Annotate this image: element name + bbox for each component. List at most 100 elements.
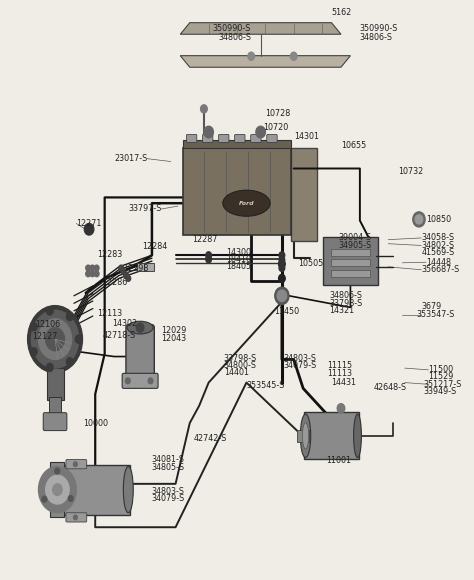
Circle shape	[279, 264, 285, 271]
FancyBboxPatch shape	[331, 249, 370, 256]
Text: 5162: 5162	[331, 8, 352, 17]
Circle shape	[38, 466, 76, 513]
FancyBboxPatch shape	[126, 325, 155, 380]
Circle shape	[46, 328, 64, 351]
FancyBboxPatch shape	[43, 412, 67, 430]
Circle shape	[30, 347, 37, 356]
Circle shape	[126, 276, 131, 281]
Text: 10000: 10000	[83, 419, 109, 427]
Ellipse shape	[127, 321, 153, 334]
Circle shape	[46, 475, 69, 504]
Text: 11450: 11450	[274, 307, 299, 317]
Text: 34806-S: 34806-S	[360, 32, 393, 42]
Polygon shape	[180, 56, 350, 67]
FancyBboxPatch shape	[122, 374, 158, 389]
Polygon shape	[180, 23, 341, 34]
FancyBboxPatch shape	[298, 430, 309, 441]
Circle shape	[279, 256, 285, 263]
Circle shape	[206, 256, 211, 263]
Text: 34905-S: 34905-S	[338, 241, 372, 250]
Circle shape	[73, 515, 77, 520]
FancyBboxPatch shape	[182, 140, 292, 148]
Text: 10720: 10720	[263, 124, 288, 132]
FancyBboxPatch shape	[331, 270, 370, 277]
Text: 356687-S: 356687-S	[421, 265, 460, 274]
Circle shape	[279, 252, 285, 259]
Text: 18405: 18405	[227, 262, 252, 271]
Circle shape	[248, 52, 255, 60]
Text: 10850: 10850	[426, 215, 451, 224]
Text: 10732: 10732	[398, 167, 423, 176]
Circle shape	[46, 307, 53, 315]
Circle shape	[94, 265, 99, 271]
Text: 11001: 11001	[326, 456, 351, 465]
FancyBboxPatch shape	[235, 135, 245, 143]
Circle shape	[126, 378, 130, 384]
FancyBboxPatch shape	[251, 135, 261, 143]
Text: 34079-S: 34079-S	[151, 494, 184, 503]
Text: 34800-S: 34800-S	[224, 361, 257, 369]
Circle shape	[206, 252, 211, 259]
Text: 12283: 12283	[98, 249, 123, 259]
Text: 42648-S: 42648-S	[374, 383, 407, 392]
Text: 14301: 14301	[294, 132, 319, 141]
Circle shape	[119, 265, 124, 271]
FancyBboxPatch shape	[202, 135, 213, 143]
Text: 353545-S: 353545-S	[246, 381, 285, 390]
Text: 14431: 14431	[331, 378, 356, 387]
FancyBboxPatch shape	[137, 263, 147, 271]
Text: 12113: 12113	[98, 309, 123, 318]
Circle shape	[279, 260, 285, 268]
Text: 34806-S: 34806-S	[329, 291, 362, 300]
Text: 34806-S: 34806-S	[218, 32, 251, 42]
Text: 12271: 12271	[76, 219, 102, 228]
Text: 18410: 18410	[227, 255, 252, 264]
Circle shape	[86, 271, 91, 277]
FancyBboxPatch shape	[304, 412, 359, 459]
Text: 14300: 14300	[227, 248, 252, 257]
Circle shape	[53, 484, 62, 495]
Circle shape	[86, 265, 91, 271]
Circle shape	[38, 319, 72, 360]
FancyBboxPatch shape	[267, 135, 277, 143]
Circle shape	[73, 462, 77, 466]
Text: 34805-S: 34805-S	[151, 463, 184, 472]
Text: 33949-S: 33949-S	[424, 387, 457, 396]
Text: 34081-S: 34081-S	[151, 455, 184, 464]
Text: 12106: 12106	[35, 320, 60, 329]
Circle shape	[66, 358, 73, 366]
Circle shape	[201, 105, 207, 113]
Text: 42718-S: 42718-S	[102, 331, 136, 340]
Circle shape	[30, 322, 37, 331]
Circle shape	[291, 52, 297, 60]
FancyBboxPatch shape	[49, 397, 61, 417]
Circle shape	[124, 272, 128, 278]
Circle shape	[31, 310, 79, 368]
Text: 10728: 10728	[265, 109, 291, 118]
Circle shape	[55, 468, 60, 474]
Text: 34079-S: 34079-S	[283, 361, 317, 369]
FancyBboxPatch shape	[66, 459, 87, 469]
Polygon shape	[292, 148, 318, 241]
Text: 12284: 12284	[143, 242, 168, 251]
Text: 12043: 12043	[161, 334, 186, 343]
Ellipse shape	[123, 466, 133, 513]
Text: 42742-S: 42742-S	[193, 434, 227, 443]
Circle shape	[279, 274, 285, 282]
Circle shape	[94, 271, 99, 277]
Circle shape	[121, 269, 126, 274]
Text: 351217-S: 351217-S	[424, 380, 462, 389]
Text: 11500: 11500	[428, 365, 454, 374]
Text: 12298: 12298	[124, 263, 149, 273]
Polygon shape	[50, 462, 64, 517]
Circle shape	[68, 495, 73, 501]
Circle shape	[27, 306, 82, 373]
Text: 11115: 11115	[327, 361, 352, 369]
Circle shape	[337, 404, 345, 413]
Text: 14448: 14448	[426, 258, 451, 267]
FancyBboxPatch shape	[186, 135, 197, 143]
Text: 350990-S: 350990-S	[213, 24, 251, 33]
Text: 3679: 3679	[421, 302, 442, 311]
Text: 14401: 14401	[224, 368, 249, 376]
Circle shape	[90, 265, 95, 271]
